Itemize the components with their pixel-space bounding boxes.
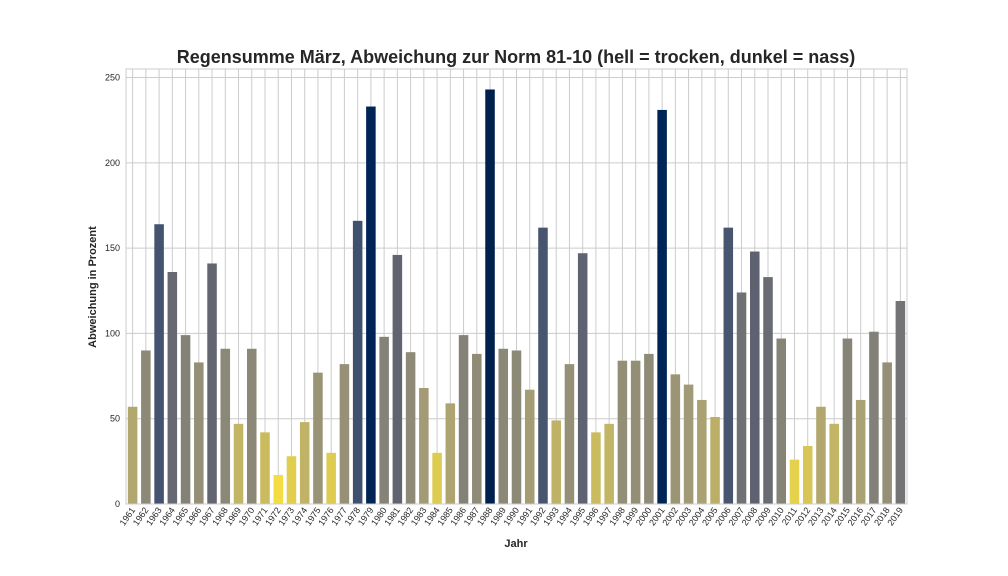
- y-tick-label: 50: [110, 414, 120, 424]
- bar-1987: [472, 353, 482, 504]
- bar-1966: [194, 362, 204, 504]
- bar-2001: [657, 109, 667, 505]
- bar-1982: [405, 352, 416, 504]
- bar-1971: [260, 432, 270, 504]
- bar-1990: [511, 350, 522, 504]
- bar-1976: [326, 452, 336, 504]
- bar-1964: [167, 272, 178, 504]
- chart-title: Regensumme März, Abweichung zur Norm 81-…: [177, 47, 856, 67]
- bar-2017: [869, 331, 879, 504]
- bar-1967: [207, 263, 217, 504]
- bar-1979: [366, 106, 376, 504]
- bars: [127, 89, 906, 505]
- bar-1969: [233, 423, 244, 504]
- bar-1980: [379, 336, 389, 504]
- bar-1965: [180, 335, 191, 504]
- bar-1989: [498, 348, 509, 504]
- bar-2016: [855, 399, 866, 504]
- bar-1988: [485, 89, 495, 505]
- bar-1968: [220, 348, 231, 504]
- bar-2014: [829, 423, 839, 504]
- plot-frame: [125, 68, 908, 505]
- bar-1974: [299, 422, 310, 504]
- x-axis-label: Jahr: [504, 538, 528, 550]
- bar-1991: [524, 389, 535, 504]
- bar-1970: [246, 348, 257, 504]
- y-tick-label: 150: [105, 243, 120, 253]
- bar-1977: [339, 364, 350, 504]
- bar-1986: [458, 335, 469, 504]
- bar-1978: [352, 220, 363, 504]
- bar-2002: [670, 374, 681, 504]
- bar-2018: [882, 362, 892, 504]
- bar-2000: [644, 353, 654, 504]
- bar-2005: [710, 417, 720, 504]
- bar-1996: [591, 432, 601, 504]
- bar-2015: [842, 338, 853, 504]
- bar-2004: [697, 399, 707, 504]
- bar-1993: [551, 420, 561, 504]
- bar-1984: [432, 452, 442, 504]
- y-axis-label: Abweichung in Prozent: [87, 226, 99, 348]
- bar-2011: [789, 459, 800, 504]
- bar-1995: [577, 253, 588, 504]
- bar-1975: [313, 372, 323, 504]
- bar-2006: [723, 227, 734, 504]
- y-tick-labels: 0 50 100 150 200 250: [105, 73, 120, 509]
- y-tick-label: 250: [105, 73, 120, 83]
- bar-2003: [683, 384, 694, 504]
- bar-1985: [445, 403, 456, 504]
- bar-2013: [816, 406, 826, 504]
- y-tick-label: 100: [105, 328, 120, 338]
- bar-1961: [127, 406, 138, 504]
- bar-2007: [736, 292, 747, 504]
- bar-1963: [154, 224, 164, 504]
- bar-1962: [141, 350, 151, 504]
- bar-1999: [630, 360, 641, 504]
- y-tick-label: 0: [115, 499, 120, 509]
- bar-2010: [776, 338, 787, 504]
- bar-1972: [273, 475, 283, 504]
- bar-2019: [895, 301, 906, 504]
- y-tick-label: 200: [105, 158, 120, 168]
- bar-2009: [763, 277, 773, 504]
- bar-1983: [419, 388, 429, 504]
- bar-1997: [604, 423, 614, 504]
- bar-1998: [617, 360, 628, 504]
- bar-1973: [286, 456, 297, 504]
- bar-2012: [802, 446, 813, 504]
- x-tick-labels: 1961196219631964196519661967196819691970…: [118, 505, 905, 527]
- bar-1992: [538, 227, 548, 504]
- bar-1994: [564, 364, 575, 504]
- bar-1981: [392, 254, 403, 504]
- bar-2008: [750, 251, 760, 504]
